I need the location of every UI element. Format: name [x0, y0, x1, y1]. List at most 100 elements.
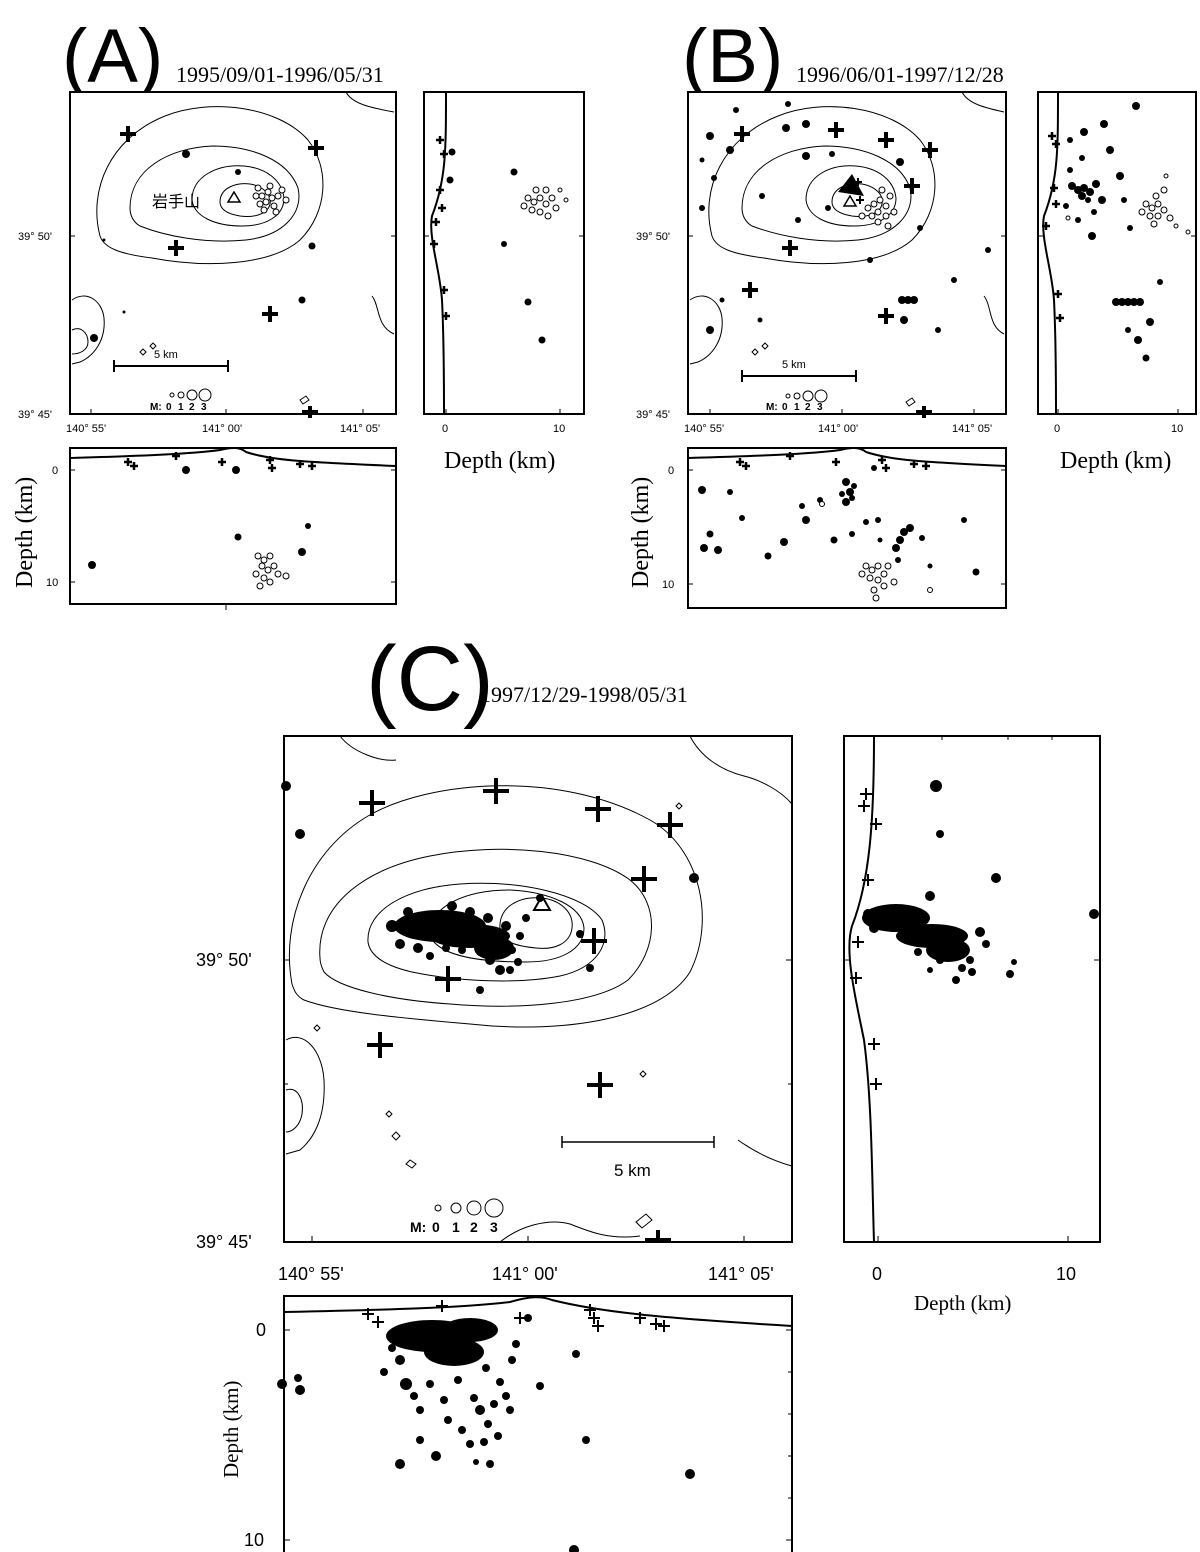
panel-a-ew-station-icons [124, 452, 316, 472]
panel-a-label: (A) [62, 14, 163, 99]
panel-c-magnitude-3: 3 [490, 1219, 498, 1235]
panel-b-lat-tick-2: 39° 45' [636, 409, 670, 421]
panel-a-event-icons [90, 150, 316, 342]
panel-a-magnitude-2: 2 [189, 402, 195, 413]
panel-c-magnitude-legend: M: 0 1 2 3 [410, 1198, 504, 1235]
panel-b-ns-station-icons [1042, 132, 1064, 322]
panel-b-magnitude-0: 0 [782, 402, 788, 413]
panel-a-ns-small-event-icons [520, 186, 569, 220]
panel-b-ew-ticks [688, 469, 1006, 585]
panel-a-magnitude-0: 0 [166, 402, 172, 413]
panel-a-lon-tick-3: 141° 05' [340, 423, 380, 435]
panel-a-magnitude-3: 3 [201, 402, 207, 413]
panel-b-ns-depth-tick-1: 0 [1054, 423, 1060, 435]
panel-b-magnitude-1: 1 [794, 402, 800, 413]
panel-b-summit-icon [842, 194, 858, 207]
panel-b-scale-bar [741, 370, 857, 382]
panel-b-station-small-icons [854, 178, 864, 204]
panel-b-ns-depth-label: Depth (km) [1060, 448, 1171, 474]
panel-b-magnitude-3: 3 [817, 402, 823, 413]
panel-c-ns-topography [848, 735, 875, 1243]
panel-b-ew-section: 0 10 Depth (km) [628, 446, 1007, 609]
panel-c-lat-tick-1: 39° 50' [196, 950, 252, 970]
panel-b-station-icons [734, 122, 938, 418]
panel-a-lon-tick-1: 140° 55' [66, 423, 106, 435]
panel-c-lat-tick-2: 39° 45' [196, 1232, 252, 1252]
panel-b-lon-tick-1: 140° 55' [684, 423, 724, 435]
panel-c-lon-tick-2: 141° 00' [492, 1264, 558, 1284]
panel-a-map: 岩手山 [18, 91, 397, 435]
panel-a-place-name: 岩手山 [152, 192, 200, 211]
panel-b-magnitude-prefix: M: [766, 402, 778, 413]
panel-a-ns-ticks [424, 235, 584, 414]
panel-a-summit-icon [226, 190, 242, 203]
panel-c-depth-tick-1: 0 [256, 1320, 266, 1340]
panel-b-ns-small-event-icons [1065, 173, 1191, 235]
panel-a-depth-tick-2: 10 [46, 577, 58, 589]
panel-c-station-icons [359, 778, 683, 1242]
panel-b-magnitude-legend: M: 0 1 2 3 [766, 389, 828, 413]
panel-a-ns-depth-label: Depth (km) [444, 448, 555, 474]
panel-a-ew-topography [69, 446, 397, 467]
panel-b-depth-tick-1: 0 [668, 465, 674, 477]
panel-b-scale-label: 5 km [782, 359, 806, 371]
panel-c-ew-ticks [284, 1329, 792, 1541]
panel-a-ew-section: 0 10 Depth (km) [12, 446, 397, 610]
panel-a-scale-label: 5 km [154, 349, 178, 361]
panel-c-scale-label: 5 km [614, 1161, 651, 1180]
panel-a-ns-section: 0 10 Depth (km) [423, 91, 585, 474]
panel-c-ns-depth-tick-2: 10 [1056, 1264, 1076, 1284]
panel-a: (A) 1995/09/01-1996/05/31 岩手山 [12, 14, 585, 610]
panel-b-ns-section: 0 10 Depth (km) [1037, 91, 1197, 474]
panel-c-ns-station-icons [850, 788, 882, 1090]
panel-c-magnitude-0: 0 [432, 1219, 440, 1235]
panel-b-ns-depth-tick-2: 10 [1171, 423, 1183, 435]
panel-b-island-shapes [751, 342, 916, 407]
panel-b-date-range: 1996/06/01-1997/12/28 [796, 62, 1004, 87]
panel-b-depth-tick-2: 10 [662, 579, 674, 591]
panel-a-ew-small-event-icons [252, 552, 290, 590]
panel-a-magnitude-prefix: M: [150, 402, 162, 413]
panel-a-lat-tick-1: 39° 50' [18, 231, 52, 243]
panel-c-ns-depth-label: Depth (km) [914, 1291, 1011, 1315]
panel-a-magnitude-1: 1 [178, 402, 184, 413]
panel-a-ew-section-frame [69, 447, 397, 605]
panel-b: (B) 1996/06/01-1997/12/28 [628, 14, 1197, 609]
panel-a-ns-depth-tick-2: 10 [553, 423, 565, 435]
panel-c-ns-depth-tick-1: 0 [872, 1264, 882, 1284]
panel-a-ew-ticks [70, 469, 396, 610]
panel-a-depth-tick-1: 0 [52, 465, 58, 477]
panel-b-lon-tick-2: 141° 00' [818, 423, 858, 435]
panel-a-small-event-icons [252, 182, 290, 216]
panel-c-summit-icon [532, 893, 552, 911]
panel-b-summit-cluster-icon [838, 174, 864, 196]
panel-c-date-range: 1997/12/29-1998/05/31 [480, 682, 688, 707]
panel-b-ew-depth-label: Depth (km) [628, 477, 654, 588]
panel-b-ns-topography [1042, 91, 1059, 415]
panel-c-ew-event-icons [277, 1314, 695, 1552]
panel-b-ew-topography [687, 446, 1007, 467]
panel-c-lon-tick-3: 141° 05' [708, 1264, 774, 1284]
panel-b-ns-event-icons [1063, 102, 1163, 362]
panel-b-label: (B) [682, 14, 783, 99]
panel-a-magnitude-legend: M: 0 1 2 3 [150, 388, 212, 413]
panel-a-ns-station-icons [430, 136, 450, 320]
panel-b-magnitude-2: 2 [805, 402, 811, 413]
panel-c-ew-section-frame [283, 1295, 793, 1552]
panel-a-scale-bar [113, 360, 229, 372]
panel-c-map: 5 km M: 0 1 2 3 140° 55' 141° 00' 141° 0… [196, 735, 793, 1284]
panel-c-magnitude-prefix: M: [410, 1219, 426, 1235]
panel-a-island-shapes [139, 342, 310, 405]
panel-b-ew-small-event-icons [819, 501, 933, 602]
panel-b-ns-section-frame [1037, 91, 1197, 415]
panel-c-ew-station-icons [362, 1300, 670, 1332]
panel-b-ew-station-icons [736, 452, 930, 472]
panel-b-ns-ticks [1038, 235, 1196, 414]
panel-b-lat-tick-1: 39° 50' [636, 231, 670, 243]
panel-b-ew-section-frame [687, 447, 1007, 609]
panel-b-ew-event-icons [698, 465, 980, 576]
panel-c-map-ticks [284, 959, 792, 1242]
panel-c-ns-event-icons [862, 780, 1099, 984]
panel-c-label: (C) [366, 628, 494, 730]
panel-b-small-event-icons [858, 186, 898, 230]
